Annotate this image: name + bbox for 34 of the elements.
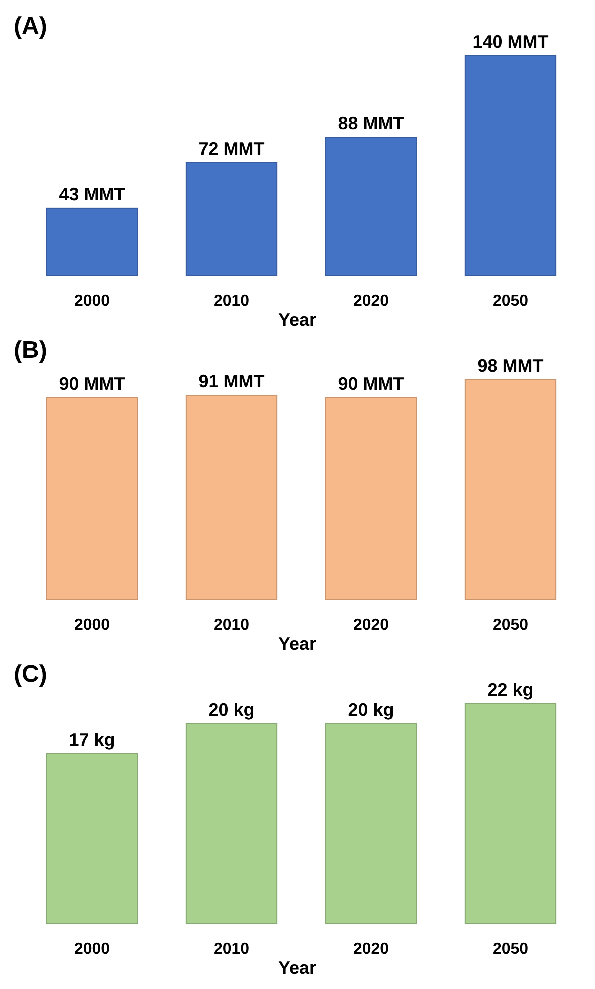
data-label: 88 MMT [338, 114, 404, 134]
bar [325, 137, 418, 276]
x-tick-label: 2010 [214, 617, 250, 634]
bar [464, 56, 557, 276]
data-label: 20 kg [348, 700, 394, 720]
x-tick-label: 2020 [353, 293, 390, 310]
x-tick-label: 2000 [74, 617, 110, 634]
data-label: 90 MMT [59, 374, 126, 394]
x-tick-label: 2020 [353, 617, 390, 634]
bar [186, 162, 278, 276]
data-label: 72 MMT [198, 138, 265, 159]
x-tick-label: 2050 [492, 293, 529, 310]
x-tick-label: 2020 [353, 941, 390, 958]
x-axis-title: Year [278, 310, 317, 330]
chart-title: (C) [14, 661, 48, 688]
x-tick-label: 2010 [214, 293, 250, 310]
data-label: 140 MMT [472, 32, 549, 52]
data-label: 17 kg [69, 730, 116, 750]
data-label: 98 MMT [478, 356, 544, 376]
data-label: 90 MMT [338, 374, 404, 394]
chart-title: (A) [14, 13, 48, 40]
x-axis-title: Year [278, 958, 317, 978]
chart-title: (B) [14, 337, 48, 364]
data-label: 22 kg [488, 680, 534, 700]
data-label: 43 MMT [59, 184, 126, 204]
bar [46, 208, 138, 276]
data-label: 20 kg [208, 700, 255, 720]
x-tick-label: 2010 [214, 941, 250, 958]
x-tick-label: 2050 [492, 617, 529, 634]
x-tick-label: 2000 [74, 941, 110, 958]
data-label: 91 MMT [198, 372, 265, 392]
x-tick-label: 2050 [492, 941, 529, 958]
x-tick-label: 2000 [74, 293, 110, 310]
x-axis-title: Year [278, 634, 317, 654]
